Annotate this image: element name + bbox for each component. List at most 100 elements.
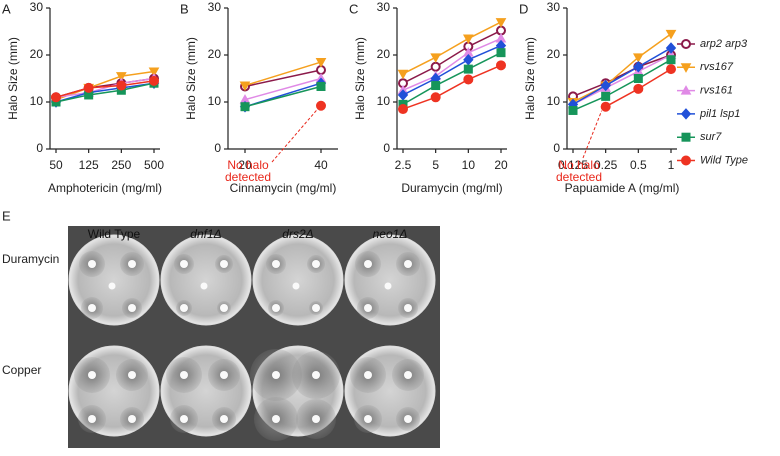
series-line — [572, 33, 672, 103]
series-line — [572, 59, 672, 112]
y-axis-title: Halo Size (mm) — [353, 37, 367, 120]
legend-label: pil1 lsp1 — [699, 108, 740, 120]
disk — [220, 260, 228, 268]
column-label: Wild Type — [88, 227, 141, 241]
series-line — [402, 64, 502, 110]
data-point — [398, 104, 408, 115]
data-point — [463, 74, 474, 85]
y-tick-label: 10 — [377, 94, 391, 108]
x-tick-label: 0.25 — [594, 158, 618, 172]
legend-label: sur7 — [700, 131, 722, 143]
disk — [312, 260, 320, 268]
disk — [312, 415, 320, 423]
y-tick-label: 10 — [547, 94, 561, 108]
disk — [364, 260, 372, 268]
x-axis-title: Duramycin (mg/ml) — [401, 181, 502, 195]
x-tick-label: 500 — [144, 158, 164, 172]
y-tick-label: 0 — [36, 141, 43, 155]
disk — [180, 260, 188, 268]
disk — [364, 415, 372, 423]
disk — [128, 260, 136, 268]
column-label: neo1Δ — [373, 227, 408, 241]
legend-marker — [680, 85, 692, 95]
plate — [252, 234, 344, 326]
series-line — [402, 51, 502, 106]
disk — [292, 282, 300, 290]
data-point — [496, 48, 506, 58]
legend-label: rvs167 — [700, 61, 734, 73]
disk — [88, 371, 96, 379]
data-point — [496, 60, 506, 71]
legend-marker — [680, 108, 692, 120]
disk — [312, 304, 320, 312]
x-axis-title: Cinnamycin (mg/ml) — [230, 181, 337, 195]
disk — [272, 415, 280, 423]
panel-label: D — [519, 1, 528, 16]
data-point — [463, 64, 473, 74]
data-point — [240, 102, 250, 112]
data-point — [666, 64, 676, 75]
legend-marker — [680, 63, 692, 73]
series-line — [572, 54, 672, 106]
disk — [128, 371, 136, 379]
disk — [272, 260, 280, 268]
series-line — [402, 44, 502, 96]
data-point — [149, 75, 159, 86]
x-tick-label: 125 — [79, 158, 99, 172]
x-tick-label: 40 — [314, 158, 328, 172]
data-point — [83, 82, 94, 93]
annotation: No halo — [558, 158, 600, 172]
disk — [180, 415, 188, 423]
disk — [404, 371, 412, 379]
disk — [88, 415, 96, 423]
annotation-line — [582, 110, 603, 159]
y-axis-title: Halo Size (mm) — [6, 37, 20, 120]
x-tick-label: 50 — [49, 158, 63, 172]
data-point — [568, 105, 578, 115]
data-point — [315, 58, 327, 68]
disk — [180, 371, 188, 379]
data-point — [115, 72, 127, 82]
annotation: detected — [556, 170, 602, 184]
disk — [108, 282, 116, 290]
data-point — [430, 92, 441, 103]
data-point — [316, 100, 326, 111]
x-axis-title: Amphotericin (mg/ml) — [48, 181, 162, 195]
data-point — [632, 53, 644, 63]
data-point — [430, 53, 442, 63]
series-line — [572, 47, 672, 106]
data-point — [430, 61, 441, 72]
x-axis-title: Papuamide A (mg/ml) — [565, 181, 680, 195]
y-tick-label: 20 — [30, 47, 44, 61]
series-line — [55, 82, 155, 103]
row-label: Duramycin — [2, 252, 59, 266]
row-label: Copper — [2, 363, 41, 377]
data-point — [601, 91, 611, 101]
data-point — [148, 67, 160, 77]
x-tick-label: 2.5 — [395, 158, 412, 172]
x-tick-label: 0.125 — [558, 158, 588, 172]
disk — [364, 371, 372, 379]
data-point — [666, 55, 676, 65]
legend-marker — [681, 132, 691, 142]
disk — [272, 371, 280, 379]
legend-label: arp2 arp3 — [700, 38, 748, 50]
disk — [220, 304, 228, 312]
legend-label: Wild Type — [700, 154, 748, 166]
disk — [180, 304, 188, 312]
data-point — [665, 29, 677, 40]
series-line — [572, 54, 672, 98]
data-point — [600, 79, 611, 92]
annotation-line — [271, 109, 318, 163]
data-point — [397, 69, 409, 80]
data-point — [495, 18, 507, 28]
panel-label: B — [180, 1, 189, 16]
data-point — [51, 92, 61, 103]
series-line — [55, 70, 155, 101]
annotation: detected — [225, 170, 271, 184]
x-tick-label: 1 — [668, 158, 675, 172]
data-point — [239, 81, 251, 92]
data-point — [633, 74, 643, 83]
x-tick-label: 0.5 — [630, 158, 647, 172]
disk — [272, 304, 280, 312]
